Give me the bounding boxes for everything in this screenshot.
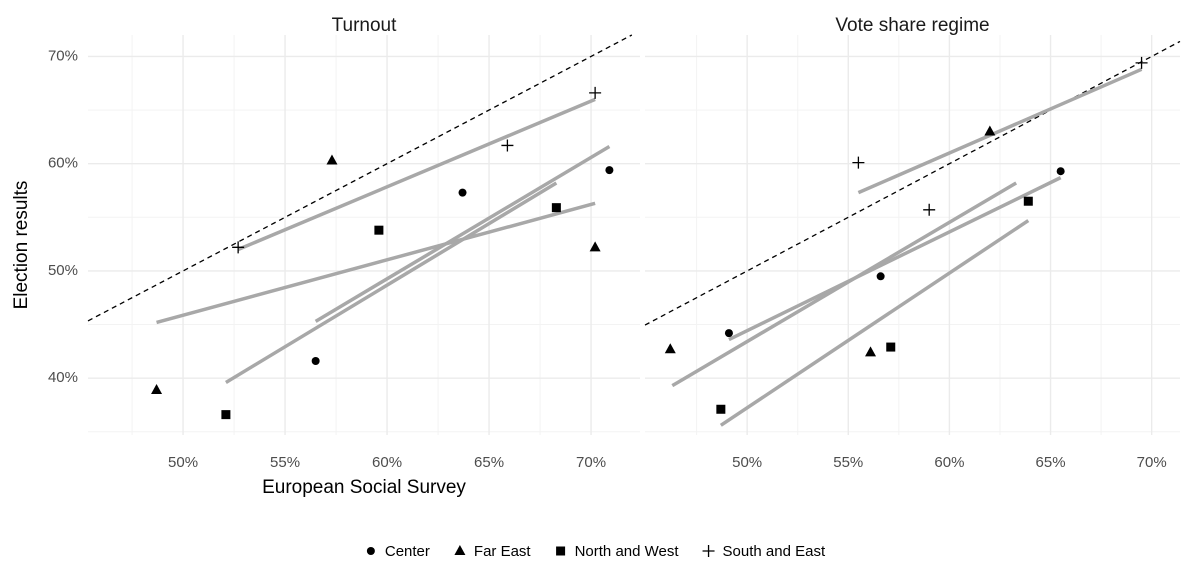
legend-marker	[454, 545, 466, 555]
point	[852, 156, 865, 169]
point	[501, 139, 514, 152]
y-tick-label: 40%	[48, 369, 78, 386]
identity-line	[87, 34, 633, 322]
facet-title: Turnout	[332, 15, 397, 36]
x-tick-label: 60%	[934, 454, 964, 471]
facet-title: Vote share regime	[835, 15, 989, 36]
x-tick-label: 65%	[1036, 454, 1066, 471]
fit-line	[719, 219, 1030, 427]
x-tick-label: 70%	[1137, 454, 1167, 471]
point	[311, 357, 320, 366]
point	[551, 203, 561, 213]
point	[984, 125, 996, 136]
point	[589, 86, 602, 99]
x-tick-label: 55%	[833, 454, 863, 471]
legend-label: Center	[385, 543, 430, 560]
point	[374, 225, 384, 235]
fit-line	[857, 67, 1143, 195]
point	[865, 346, 877, 357]
x-tick-label: 50%	[168, 454, 198, 471]
point	[716, 404, 726, 414]
legend-label: North and West	[575, 543, 680, 560]
point	[1056, 167, 1065, 176]
point	[1135, 56, 1148, 69]
x-tick-label: 60%	[372, 454, 402, 471]
legend-marker	[366, 547, 375, 555]
point	[151, 383, 163, 394]
point	[605, 166, 614, 175]
identity-line	[644, 40, 1181, 326]
point	[221, 410, 231, 420]
legend-marker	[556, 546, 566, 556]
point	[876, 272, 885, 281]
legend-label: Far East	[474, 543, 532, 560]
point	[1023, 196, 1033, 206]
point	[923, 203, 936, 216]
legend-marker	[702, 545, 715, 557]
point	[589, 241, 601, 252]
x-tick-label: 65%	[474, 454, 504, 471]
fit-line	[728, 176, 1062, 342]
y-tick-label: 70%	[48, 47, 78, 64]
x-tick-label: 70%	[576, 454, 606, 471]
fit-line	[224, 181, 558, 384]
point	[458, 188, 467, 197]
y-tick-label: 60%	[48, 155, 78, 172]
point	[326, 154, 338, 165]
legend-label: South and East	[723, 543, 826, 560]
y-tick-label: 50%	[48, 262, 78, 279]
point	[886, 342, 896, 352]
x-tick-label: 55%	[270, 454, 300, 471]
x-axis-label: European Social Survey	[262, 477, 466, 498]
x-tick-label: 50%	[732, 454, 762, 471]
fit-line	[237, 97, 596, 252]
fit-line	[156, 201, 596, 325]
point	[724, 329, 733, 338]
fit-line	[671, 181, 1018, 388]
fit-line	[314, 145, 611, 323]
y-axis-label: Election results	[11, 181, 32, 310]
point	[232, 241, 245, 254]
point	[664, 343, 676, 354]
